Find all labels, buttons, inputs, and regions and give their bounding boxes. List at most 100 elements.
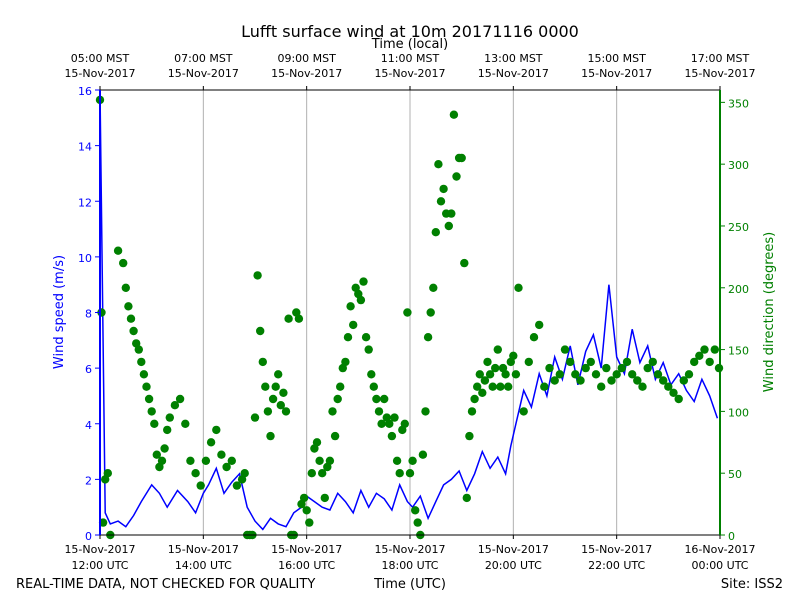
- top-tick-label: 15-Nov-2017: [581, 67, 652, 80]
- wind-direction-point: [305, 518, 314, 527]
- bottom-tick-label: 20:00 UTC: [485, 559, 542, 572]
- left-tick-label: 14: [78, 141, 92, 154]
- wind-direction-point: [119, 258, 128, 268]
- wind-direction-point: [232, 481, 242, 490]
- wind-direction-point: [390, 413, 399, 422]
- wind-direction-point: [478, 388, 487, 397]
- wind-direction-point: [426, 308, 435, 317]
- bottom-tick-label: 15-Nov-2017: [374, 543, 445, 556]
- right-tick-label: 0: [728, 530, 735, 543]
- wind-direction-point: [387, 431, 397, 441]
- right-tick-label: 300: [728, 159, 749, 172]
- wind-direction-point: [121, 283, 130, 292]
- wind-direction-point: [633, 376, 642, 385]
- wind-direction-point: [364, 345, 373, 354]
- wind-direction-point: [444, 221, 453, 231]
- wind-direction-point: [705, 357, 714, 367]
- wind-direction-point: [170, 401, 180, 410]
- bottom-tick-label: 15-Nov-2017: [168, 543, 239, 556]
- wind-direction-point: [467, 407, 477, 416]
- wind-direction-point: [361, 333, 371, 342]
- left-tick-label: 8: [85, 308, 92, 321]
- top-tick-label: 09:00 MST: [277, 52, 336, 65]
- wind-direction-point: [256, 326, 265, 336]
- left-tick-label: 16: [78, 85, 92, 98]
- right-tick-label: 200: [728, 283, 749, 296]
- wind-direction-point: [330, 431, 340, 441]
- wind-direction-point: [653, 370, 663, 379]
- wind-direction-point: [113, 246, 123, 255]
- wind-direction-point: [227, 456, 236, 465]
- wind-direction-point: [628, 370, 637, 379]
- wind-direction-point: [359, 277, 368, 286]
- right-tick-label: 50: [728, 468, 742, 481]
- wind-direction-point: [196, 481, 205, 490]
- wind-direction-point: [664, 382, 673, 391]
- wind-direction-point: [385, 419, 394, 428]
- wind-direction-point: [581, 363, 590, 373]
- wind-direction-point: [268, 394, 278, 404]
- bottom-tick-label: 15-Nov-2017: [64, 543, 135, 556]
- wind-direction-point: [457, 153, 466, 163]
- wind-direction-point: [612, 370, 621, 379]
- wind-direction-point: [411, 506, 420, 515]
- bottom-tick-label: 16:00 UTC: [278, 559, 335, 572]
- left-tick-label: 0: [85, 530, 92, 543]
- wind-direction-point: [281, 407, 291, 416]
- wind-direction-point: [261, 382, 270, 391]
- wind-direction-point: [240, 469, 249, 478]
- wind-speed-series: [99, 89, 719, 531]
- wind-direction-point: [470, 394, 479, 404]
- wind-direction-point: [403, 308, 412, 317]
- wind-direction-point: [217, 450, 226, 459]
- wind-direction-point: [163, 425, 172, 435]
- wind-direction-point: [560, 345, 570, 354]
- wind-direction-point: [320, 493, 329, 503]
- right-axis-ticks: 0 50 100 150 200 250 300 350: [720, 97, 749, 543]
- left-tick-label: 2: [85, 474, 92, 487]
- wind-direction-point: [341, 357, 350, 367]
- wind-direction-point: [137, 357, 146, 367]
- wind-direction-point: [152, 450, 161, 459]
- wind-direction-point: [535, 320, 544, 330]
- top-tick-label: 15:00 MST: [587, 52, 646, 65]
- wind-direction-point: [144, 394, 154, 404]
- top-tick-label: 13:00 MST: [484, 52, 543, 65]
- wind-direction-point: [206, 438, 216, 447]
- wind-direction-point: [124, 302, 133, 311]
- wind-direction-point: [586, 357, 595, 367]
- bottom-tick-label: 22:00 UTC: [588, 559, 645, 572]
- wind-direction-point: [142, 382, 151, 391]
- wind-direction-point: [545, 363, 554, 373]
- wind-direction-point: [684, 370, 694, 379]
- wind-direction-point: [103, 469, 113, 478]
- wind-direction-point: [622, 357, 632, 367]
- wind-direction-point: [279, 388, 288, 397]
- wind-direction-point: [571, 370, 580, 379]
- wind-direction-point: [695, 351, 704, 360]
- wind-direction-point: [349, 320, 358, 330]
- wind-direction-point: [511, 370, 521, 379]
- wind-direction-point: [449, 110, 459, 119]
- wind-direction-point: [266, 431, 275, 441]
- wind-direction-point: [617, 363, 626, 373]
- top-tick-label: 15-Nov-2017: [684, 67, 755, 80]
- wind-direction-point: [674, 394, 683, 404]
- wind-direction-point: [439, 184, 448, 194]
- wind-direction-point: [126, 314, 136, 323]
- wind-direction-point: [555, 370, 564, 379]
- wind-direction-point: [356, 295, 366, 305]
- wind-direction-point: [157, 456, 167, 465]
- wind-direction-point: [566, 357, 575, 367]
- wind-direction-point: [488, 382, 497, 391]
- wind-direction-point: [607, 376, 616, 385]
- wind-direction-point: [700, 345, 709, 354]
- wind-direction-point: [475, 370, 484, 379]
- wind-direction-point: [336, 382, 345, 391]
- wind-direction-point: [648, 357, 657, 367]
- wind-speed-line: [99, 89, 719, 531]
- right-axis-label: Wind direction (degrees): [762, 232, 777, 392]
- wind-direction-point: [302, 506, 311, 515]
- wind-direction-point: [436, 197, 446, 206]
- wind-direction-point: [597, 382, 606, 391]
